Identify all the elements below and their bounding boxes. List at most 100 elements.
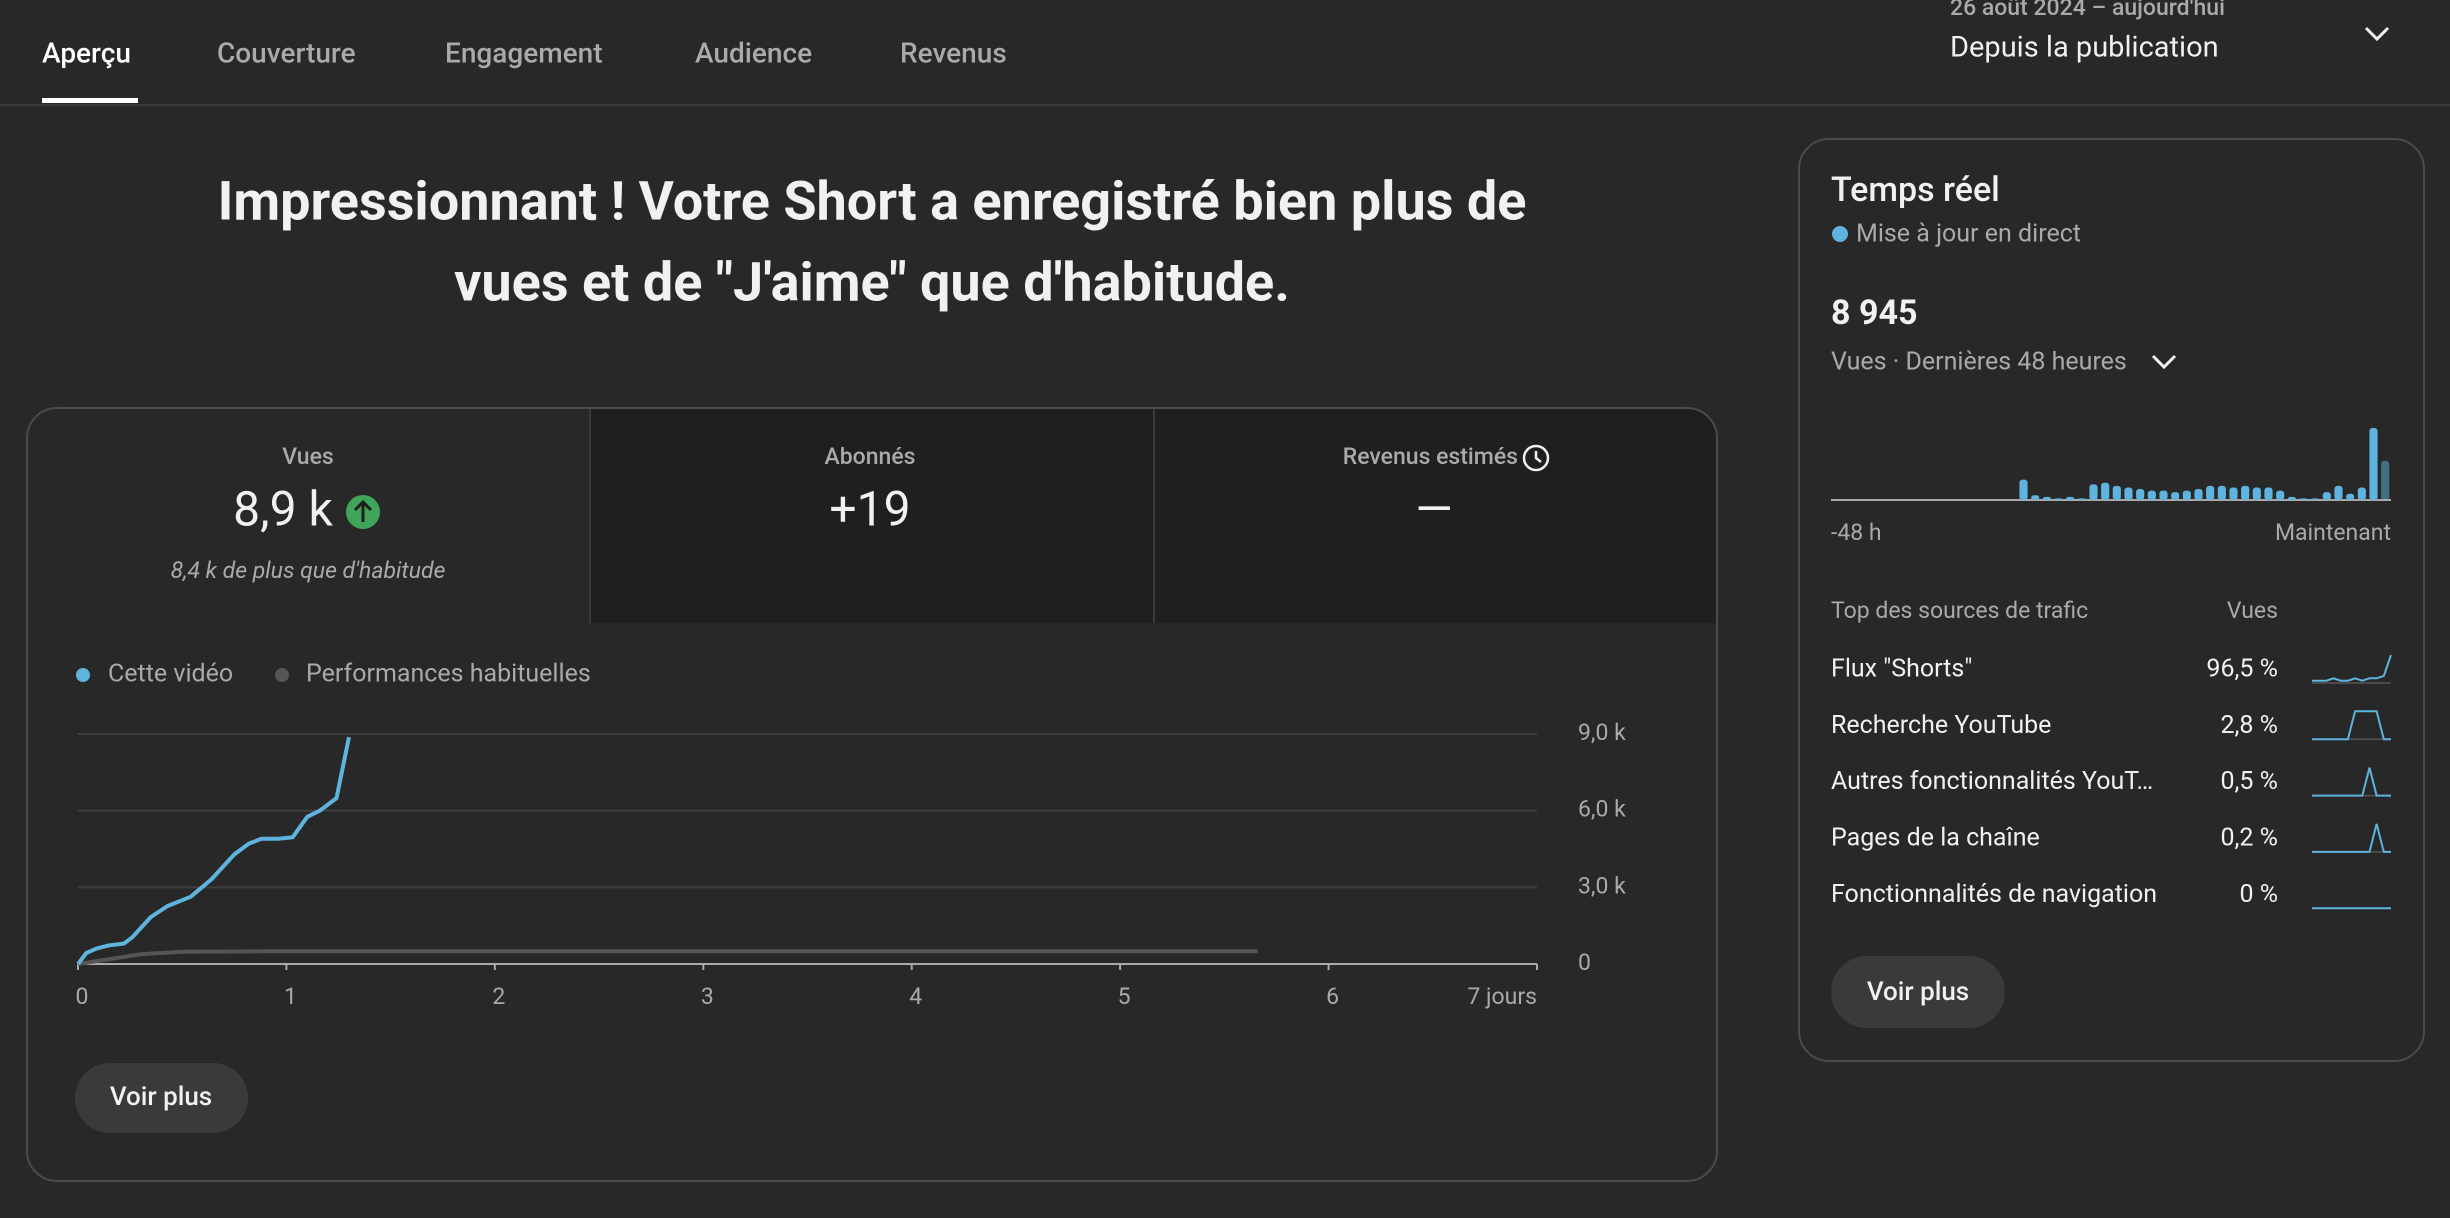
bar (2101, 482, 2110, 500)
bar (2229, 487, 2238, 500)
see-more-label[interactable]: Voir plus (110, 1082, 212, 1112)
sparkline (2312, 767, 2391, 797)
bar (2077, 498, 2086, 500)
bar (2369, 428, 2378, 500)
metric-label[interactable]: Vues (282, 443, 333, 470)
traffic-source[interactable]: Pages de la chaîne (1831, 824, 2040, 853)
bar (2031, 495, 2040, 500)
bar (2147, 490, 2156, 500)
headline: Impressionnant ! Votre Short a enregistr… (218, 170, 1527, 233)
live-dot (1832, 226, 1848, 242)
x-tick-label: 3 (701, 983, 714, 1010)
traffic-share: 96,5 % (2206, 655, 2278, 684)
metric-value[interactable]: +19 (829, 481, 910, 538)
bar (2206, 485, 2215, 500)
bar (2194, 489, 2203, 500)
bar (2299, 498, 2308, 500)
see-more-button[interactable] (75, 1063, 248, 1133)
traffic-header: Top des sources de trafic (1831, 597, 2088, 624)
bar (2159, 490, 2168, 500)
sparkline (2312, 823, 2391, 853)
bar (2276, 490, 2285, 500)
bar (2171, 492, 2180, 500)
traffic-share: 0 % (2239, 880, 2278, 909)
tab[interactable]: Revenus (900, 36, 1007, 69)
traffic-table: Flux "Shorts" 96,5 % Recherche YouTube 2,8 … (1831, 654, 2392, 910)
legend-label: Cette vidéo (108, 660, 233, 689)
y-tick-label: 3,0 k (1578, 872, 1626, 899)
dropdown-chevron[interactable] (2364, 26, 2390, 42)
bar (2346, 493, 2355, 500)
x-tick-label: 1 (284, 983, 297, 1010)
date-range[interactable]: 26 août 2024 – aujourd'hui (1950, 0, 2225, 21)
overview-card-border (26, 407, 1718, 1182)
bar (2182, 490, 2191, 500)
metric-chevron[interactable] (2151, 354, 2177, 370)
bar-start-label: -48 h (1831, 519, 1882, 546)
y-tick-label: 0 (1578, 949, 1591, 976)
tab[interactable]: Couverture (217, 36, 356, 69)
traffic-source[interactable]: Fonctionnalités de navigation (1831, 880, 2157, 909)
see-more-button[interactable] (1831, 956, 2005, 1028)
traffic-share: 0,2 % (2220, 824, 2278, 853)
metric-value[interactable]: — (1415, 481, 1452, 538)
x-tick-label: 6 (1326, 983, 1339, 1010)
realtime-card (1798, 138, 2425, 1062)
sparkline (2312, 710, 2391, 741)
bar (2217, 485, 2226, 500)
trend-up-arrow (353, 499, 373, 522)
series-line (77, 949, 1258, 966)
line-chart: 0 3,0 k 6,0 k 9,0 k 0 1 2 3 4 5 6 7 jours (76, 719, 1627, 1010)
realtime-metric[interactable]: Vues · Dernières 48 heures (1831, 348, 2127, 377)
bar (2252, 487, 2261, 500)
bar (2357, 487, 2366, 500)
traffic-share: 0,5 % (2220, 767, 2278, 796)
bar (2381, 460, 2390, 500)
clock-hands (1534, 451, 1542, 463)
traffic-source[interactable]: Recherche YouTube (1831, 711, 2051, 740)
traffic-share: 2,8 % (2220, 711, 2278, 740)
x-tick-label: 5 (1118, 983, 1131, 1010)
bar (2112, 485, 2121, 500)
traffic-value-header: Vues (2227, 597, 2278, 624)
bar-end-label: Maintenant (2275, 519, 2391, 546)
y-tick-label: 9,0 k (1578, 719, 1626, 746)
tab[interactable]: Audience (695, 36, 812, 69)
x-tick-label: 4 (909, 983, 922, 1010)
bar (2264, 487, 2273, 500)
realtime-title: Temps réel (1831, 170, 2000, 210)
tab[interactable]: Aperçu (42, 36, 131, 69)
metric-label[interactable]: Abonnés (825, 443, 916, 470)
date-range-label[interactable]: Depuis la publication (1950, 31, 2219, 65)
x-tick-label: 7 jours (1467, 983, 1537, 1010)
bar (2054, 498, 2063, 500)
series-line (76, 736, 351, 966)
bar (2334, 485, 2343, 500)
traffic-source[interactable]: Autres fonctionnalités YouT… (1831, 767, 2153, 796)
bar (2124, 487, 2133, 500)
legend-label: Performances habituelles (306, 660, 591, 689)
bar (2311, 498, 2320, 500)
clock-icon (1522, 444, 1550, 472)
live-status: Mise à jour en direct (1856, 220, 2081, 249)
metric-label[interactable]: Revenus estimés (1343, 443, 1518, 470)
bar (2089, 484, 2098, 500)
x-tick-label: 2 (492, 983, 505, 1010)
metric-value[interactable]: 8,9 k (233, 481, 333, 538)
bar (2287, 496, 2296, 500)
headline: vues et de "J'aime" que d'habitude. (454, 251, 1290, 314)
y-tick-label: 6,0 k (1578, 796, 1626, 823)
bar (2322, 492, 2331, 500)
legend-dot (76, 668, 90, 682)
tab[interactable]: Engagement (445, 36, 603, 69)
bar (2066, 496, 2075, 500)
tab-underline (42, 98, 138, 103)
realtime-bar-chart (1831, 428, 2391, 501)
see-more-label[interactable]: Voir plus (1867, 977, 1969, 1007)
sparkline (2312, 654, 2392, 682)
bar (2042, 496, 2051, 500)
bar (2136, 489, 2145, 500)
legend-dot (275, 668, 289, 682)
traffic-source[interactable]: Flux "Shorts" (1831, 655, 1972, 684)
